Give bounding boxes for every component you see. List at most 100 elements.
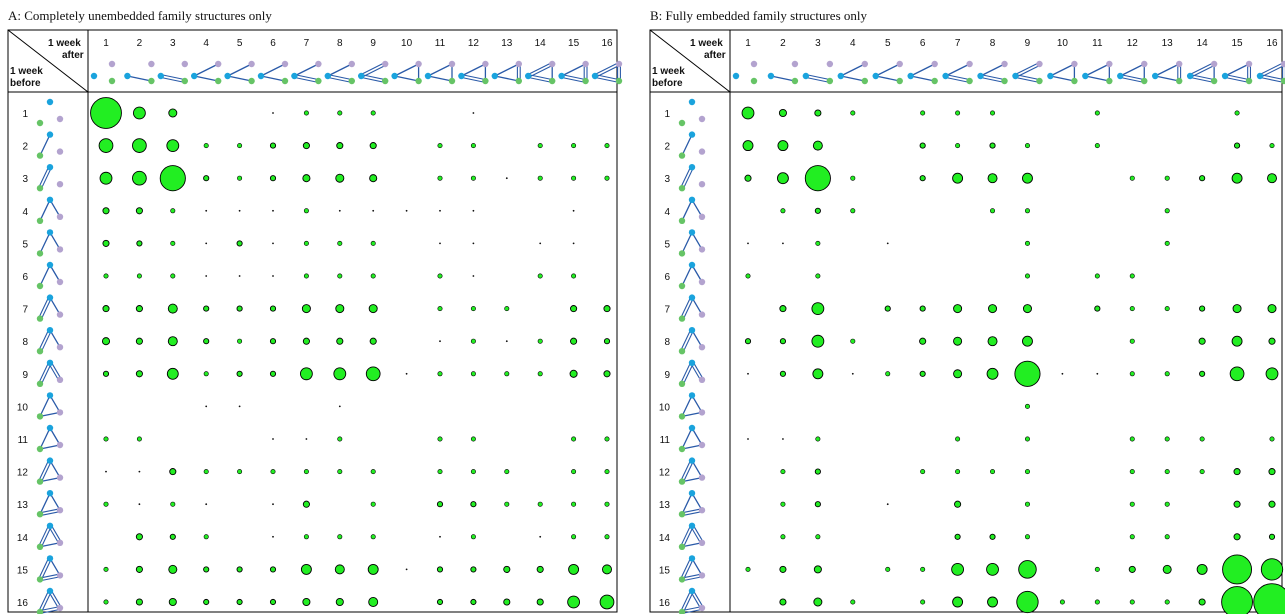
bubble bbox=[338, 209, 341, 212]
bubble bbox=[336, 142, 344, 150]
glyph-edge bbox=[682, 591, 694, 613]
bubble bbox=[1129, 501, 1135, 507]
row-label-5: 5 bbox=[22, 239, 28, 250]
col-glyph-8 bbox=[324, 60, 355, 85]
bubble bbox=[536, 565, 544, 573]
bubble bbox=[1094, 143, 1100, 149]
glyph-edge bbox=[48, 363, 60, 381]
bubble bbox=[136, 273, 142, 279]
glyph-edge bbox=[680, 590, 692, 612]
bubble bbox=[747, 372, 749, 375]
col-label-11: 11 bbox=[435, 38, 446, 49]
glyph-node-top bbox=[46, 327, 54, 334]
bubble bbox=[1164, 240, 1170, 246]
glyph-node-bottom bbox=[148, 77, 155, 85]
glyph-node-mid bbox=[615, 60, 623, 68]
col-label-7: 7 bbox=[304, 38, 310, 49]
row-label-3: 3 bbox=[22, 174, 28, 185]
glyph-node-top bbox=[1117, 72, 1124, 80]
bubble bbox=[537, 501, 543, 507]
col-glyph-10 bbox=[1047, 60, 1078, 85]
glyph-node-bottom bbox=[896, 77, 903, 85]
bubble bbox=[1024, 534, 1030, 540]
col-label-5: 5 bbox=[237, 38, 243, 49]
glyph-edge bbox=[681, 542, 703, 548]
glyph-node-bottom bbox=[678, 185, 686, 192]
col-label-6: 6 bbox=[270, 38, 276, 49]
bubble bbox=[369, 337, 377, 345]
bubble bbox=[335, 597, 344, 607]
panel-border bbox=[649, 29, 1283, 613]
glyph-node-bottom bbox=[448, 77, 456, 85]
bubble bbox=[1129, 306, 1135, 312]
bubble bbox=[1024, 469, 1030, 475]
bubble bbox=[1164, 599, 1170, 605]
glyph-edge bbox=[461, 74, 486, 81]
glyph-edge bbox=[875, 63, 901, 77]
glyph-edge bbox=[294, 76, 319, 83]
bubble bbox=[990, 469, 996, 475]
glyph-edge bbox=[39, 232, 51, 254]
glyph-edge bbox=[194, 75, 219, 82]
col-label-1: 1 bbox=[103, 38, 109, 49]
glyph-edge bbox=[1015, 64, 1041, 78]
glyph-edge bbox=[681, 427, 693, 450]
bubble bbox=[813, 597, 823, 607]
bubble bbox=[571, 143, 577, 149]
glyph-node-bottom bbox=[678, 119, 686, 127]
bubble bbox=[815, 273, 821, 279]
bubble bbox=[238, 209, 241, 212]
bubble bbox=[302, 500, 310, 508]
glyph-edge bbox=[40, 558, 52, 581]
bubble bbox=[886, 503, 889, 506]
glyph-node-bottom bbox=[36, 185, 44, 192]
glyph-node-bottom bbox=[678, 511, 686, 518]
bubble bbox=[742, 140, 754, 152]
glyph-edge bbox=[561, 76, 586, 83]
glyph-edge bbox=[49, 264, 61, 283]
col-glyph-14 bbox=[1186, 60, 1218, 85]
bubble bbox=[1129, 534, 1135, 540]
row-label-8: 8 bbox=[22, 337, 28, 348]
bubble bbox=[987, 173, 998, 184]
bubble bbox=[815, 436, 821, 442]
bubble bbox=[167, 303, 178, 314]
row-glyph-9 bbox=[678, 359, 706, 387]
col-label-13: 13 bbox=[1162, 38, 1174, 49]
bubble bbox=[470, 469, 476, 475]
glyph-node-top bbox=[424, 72, 432, 80]
col-glyph-9 bbox=[1012, 60, 1043, 85]
bubble bbox=[369, 174, 378, 183]
bubble bbox=[337, 534, 343, 540]
bubble bbox=[1265, 367, 1279, 381]
glyph-edge bbox=[680, 296, 692, 319]
bubble bbox=[372, 209, 375, 212]
bubble bbox=[205, 209, 208, 212]
glyph-node-top bbox=[872, 72, 879, 80]
bubble bbox=[138, 503, 141, 506]
glyph-node-mid bbox=[698, 115, 706, 123]
bubble bbox=[470, 175, 476, 181]
col-label-10: 10 bbox=[1057, 38, 1069, 49]
glyph-edge bbox=[980, 76, 1005, 83]
glyph-edge bbox=[260, 63, 286, 77]
bubble bbox=[536, 598, 544, 606]
bubble bbox=[850, 110, 856, 116]
col-label-2: 2 bbox=[137, 38, 143, 49]
bubble bbox=[437, 436, 443, 442]
glyph-node-mid bbox=[56, 507, 64, 514]
glyph-edge bbox=[494, 75, 519, 82]
bubble bbox=[203, 305, 210, 312]
glyph-edge bbox=[1120, 74, 1145, 81]
bubble bbox=[370, 240, 376, 246]
bubble bbox=[779, 565, 787, 573]
glyph-edge bbox=[1225, 74, 1250, 81]
bubble bbox=[272, 535, 274, 538]
glyph-edge bbox=[806, 74, 831, 81]
row-label-6: 6 bbox=[664, 272, 670, 283]
glyph-node-top bbox=[224, 72, 231, 80]
bubble bbox=[919, 142, 926, 149]
bubble bbox=[539, 242, 542, 245]
bubble bbox=[571, 273, 577, 279]
